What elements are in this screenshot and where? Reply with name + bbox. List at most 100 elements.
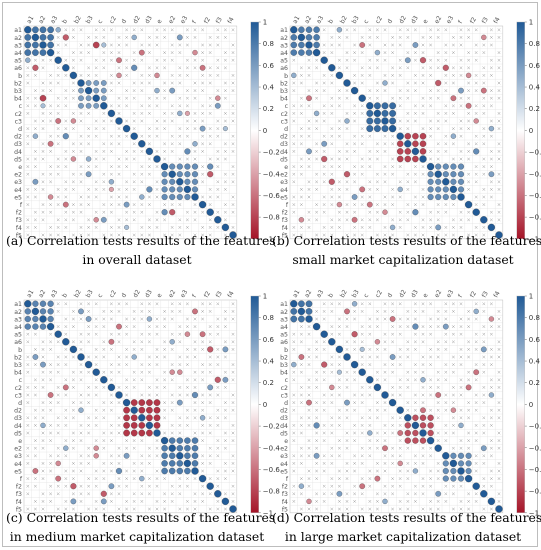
insignificant-cross xyxy=(56,172,60,176)
row-label: f2 xyxy=(16,484,22,491)
insignificant-cross xyxy=(383,28,387,32)
insignificant-cross xyxy=(489,363,493,367)
insignificant-cross xyxy=(71,477,75,481)
insignificant-cross xyxy=(322,203,326,207)
insignificant-cross xyxy=(444,119,448,123)
correlation-circle xyxy=(77,353,85,361)
insignificant-cross xyxy=(193,401,197,405)
insignificant-cross xyxy=(231,431,235,435)
column-label: f2 xyxy=(469,16,478,25)
row-label: e5 xyxy=(14,468,22,475)
insignificant-cross xyxy=(330,431,334,435)
insignificant-cross xyxy=(147,325,151,329)
insignificant-cross xyxy=(474,469,478,473)
insignificant-cross xyxy=(398,393,402,397)
insignificant-cross xyxy=(474,378,478,382)
insignificant-cross xyxy=(421,111,425,115)
insignificant-cross xyxy=(49,119,53,123)
insignificant-cross xyxy=(79,225,83,229)
insignificant-cross xyxy=(41,58,45,62)
insignificant-cross xyxy=(193,111,197,115)
correlation-circle xyxy=(313,26,320,34)
insignificant-cross xyxy=(201,165,205,169)
insignificant-cross xyxy=(231,104,235,108)
row-label: d4 xyxy=(280,149,288,156)
insignificant-cross xyxy=(79,492,83,496)
insignificant-cross xyxy=(345,58,349,62)
insignificant-cross xyxy=(231,454,235,458)
insignificant-cross xyxy=(201,492,205,496)
column-label: a2 xyxy=(37,15,47,25)
insignificant-cross xyxy=(315,477,319,481)
insignificant-cross xyxy=(223,119,227,123)
insignificant-cross xyxy=(140,149,144,153)
insignificant-cross xyxy=(132,111,136,115)
insignificant-cross xyxy=(337,43,341,47)
correlation-circle xyxy=(85,95,92,102)
row-label: d2 xyxy=(14,134,22,141)
insignificant-cross xyxy=(140,165,144,169)
insignificant-cross xyxy=(497,340,501,344)
insignificant-cross xyxy=(170,81,174,85)
insignificant-cross xyxy=(147,104,151,108)
insignificant-cross xyxy=(391,134,395,138)
correlation-circle xyxy=(146,316,153,322)
insignificant-cross xyxy=(315,416,319,420)
correlation-circle xyxy=(214,102,221,109)
insignificant-cross xyxy=(474,43,478,47)
insignificant-cross xyxy=(147,302,151,306)
insignificant-cross xyxy=(193,347,197,351)
insignificant-cross xyxy=(330,81,334,85)
insignificant-cross xyxy=(208,363,212,367)
insignificant-cross xyxy=(459,225,463,229)
correlation-circle xyxy=(77,79,85,87)
colorbar-tick-label: 0.4 xyxy=(529,358,541,366)
insignificant-cross xyxy=(391,340,395,344)
insignificant-cross xyxy=(56,416,60,420)
insignificant-cross xyxy=(102,111,106,115)
insignificant-cross xyxy=(368,446,372,450)
insignificant-cross xyxy=(26,370,30,374)
column-labels: a1 a2 a3 b b2 b3 c c2 d d2 d3 e e2 e3 f f2 f3 f4 xyxy=(292,15,502,25)
correlation-circle xyxy=(184,163,191,170)
column-label: f xyxy=(457,293,465,299)
correlation-circle xyxy=(214,216,222,224)
insignificant-cross xyxy=(208,507,212,511)
insignificant-cross xyxy=(163,416,167,420)
insignificant-cross xyxy=(391,332,395,336)
correlation-circle xyxy=(458,422,464,429)
insignificant-cross xyxy=(451,35,455,39)
insignificant-cross xyxy=(292,165,296,169)
insignificant-cross xyxy=(71,66,75,70)
insignificant-cross xyxy=(208,461,212,465)
insignificant-cross xyxy=(147,363,151,367)
insignificant-cross xyxy=(459,149,463,153)
colorbar-tick-label: −1 xyxy=(529,235,539,243)
correlation-circle xyxy=(168,444,176,452)
insignificant-cross xyxy=(307,347,311,351)
insignificant-cross xyxy=(292,347,296,351)
insignificant-cross xyxy=(178,218,182,222)
insignificant-cross xyxy=(315,89,319,93)
insignificant-cross xyxy=(208,51,212,55)
insignificant-cross xyxy=(56,446,60,450)
insignificant-cross xyxy=(353,73,357,77)
insignificant-cross xyxy=(109,393,113,397)
insignificant-cross xyxy=(147,309,151,313)
row-label: e3 xyxy=(14,179,22,186)
insignificant-cross xyxy=(292,423,296,427)
insignificant-cross xyxy=(231,499,235,503)
correlation-circle xyxy=(321,140,328,147)
insignificant-cross xyxy=(459,218,463,222)
insignificant-cross xyxy=(360,51,364,55)
insignificant-cross xyxy=(444,401,448,405)
insignificant-cross xyxy=(330,165,334,169)
column-label: e3 xyxy=(445,289,455,299)
colorbar-tick-label: 0.6 xyxy=(263,336,275,344)
insignificant-cross xyxy=(322,378,326,382)
correlation-circle xyxy=(411,147,420,156)
insignificant-cross xyxy=(322,469,326,473)
insignificant-cross xyxy=(125,195,129,199)
insignificant-cross xyxy=(216,66,220,70)
insignificant-cross xyxy=(383,461,387,465)
